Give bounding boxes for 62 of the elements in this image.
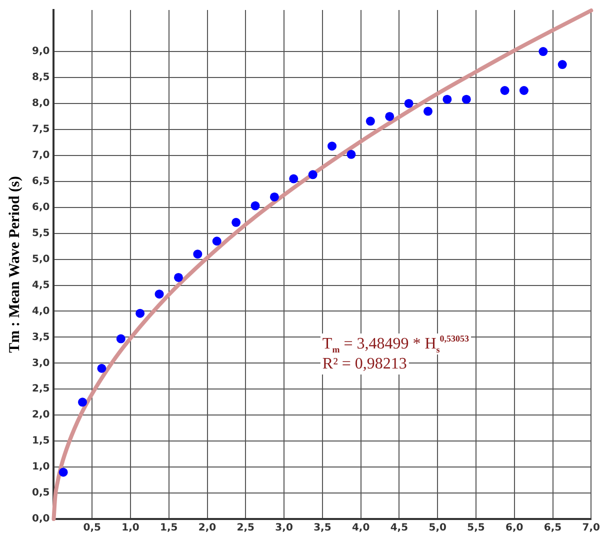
- point: [212, 236, 222, 246]
- point: [500, 86, 510, 96]
- point: [270, 192, 279, 202]
- x-tick-label: 5,5: [467, 522, 485, 534]
- x-tick-label: 6,0: [506, 522, 524, 534]
- point: [328, 142, 337, 151]
- point: [519, 86, 528, 96]
- y-tick-label: 5,5: [32, 228, 50, 239]
- point: [232, 218, 241, 227]
- x-tick-label: 1,5: [160, 522, 178, 534]
- point: [78, 398, 88, 407]
- y-tick-label: 7,0: [32, 150, 50, 162]
- y-tick-label: 2,0: [32, 410, 50, 421]
- y-tick-label: 8,0: [32, 98, 50, 110]
- point: [97, 364, 106, 373]
- point: [136, 308, 145, 318]
- x-tick-label: 7,0: [582, 522, 600, 534]
- y-tick-label: 2,5: [32, 384, 50, 395]
- y-tick-label: 5,0: [32, 254, 50, 265]
- x-tick-label: 5,0: [428, 522, 446, 534]
- x-tick-label: 3,0: [275, 522, 293, 534]
- point: [250, 201, 260, 210]
- point: [558, 60, 567, 70]
- line-series: [52, 8, 594, 521]
- x-tick-label: 6,5: [544, 522, 562, 534]
- y-tick-label: 1,0: [32, 462, 50, 473]
- y-tick-label: 7,5: [32, 124, 50, 136]
- y-tick-label: 6,0: [32, 202, 50, 213]
- x-tick-label: 0,5: [83, 522, 101, 534]
- y-tick-label: 0,5: [32, 488, 50, 499]
- y-tick-label: 9,0: [32, 46, 50, 58]
- x-tick-label: 2,0: [198, 522, 216, 534]
- y-axis-title: Tm : Mean Wave Period (s): [6, 176, 23, 353]
- point: [538, 47, 548, 56]
- point: [308, 170, 318, 180]
- point: [346, 150, 356, 159]
- y-tick-label: 8,5: [32, 72, 50, 84]
- point: [423, 106, 432, 116]
- point: [116, 334, 126, 344]
- y-tick-label: 1,5: [32, 436, 50, 447]
- x-tick-label: 3,5: [314, 522, 332, 534]
- y-tick-label: 4,0: [32, 306, 50, 317]
- point: [404, 98, 414, 108]
- y-tick-label: 0,0: [32, 514, 50, 525]
- y-tick-label: 3,5: [32, 332, 50, 343]
- y-tick-label: 6,5: [32, 176, 50, 187]
- point: [366, 116, 375, 126]
- annotation: R² = 0,98213: [322, 355, 407, 372]
- point: [154, 290, 164, 299]
- point: [385, 112, 394, 121]
- point: [289, 174, 298, 184]
- y-tick-label: 4,5: [32, 280, 50, 291]
- point: [193, 250, 202, 259]
- point: [58, 468, 68, 477]
- y-tick-label: 3,0: [32, 358, 50, 369]
- point: [462, 94, 471, 104]
- point: [442, 94, 452, 104]
- x-tick-label: 2,5: [236, 522, 255, 534]
- x-tick-label: 4,0: [352, 522, 370, 534]
- x-tick-label: 4,5: [390, 522, 408, 534]
- x-tick-label: 1,0: [122, 522, 140, 534]
- point: [174, 272, 183, 282]
